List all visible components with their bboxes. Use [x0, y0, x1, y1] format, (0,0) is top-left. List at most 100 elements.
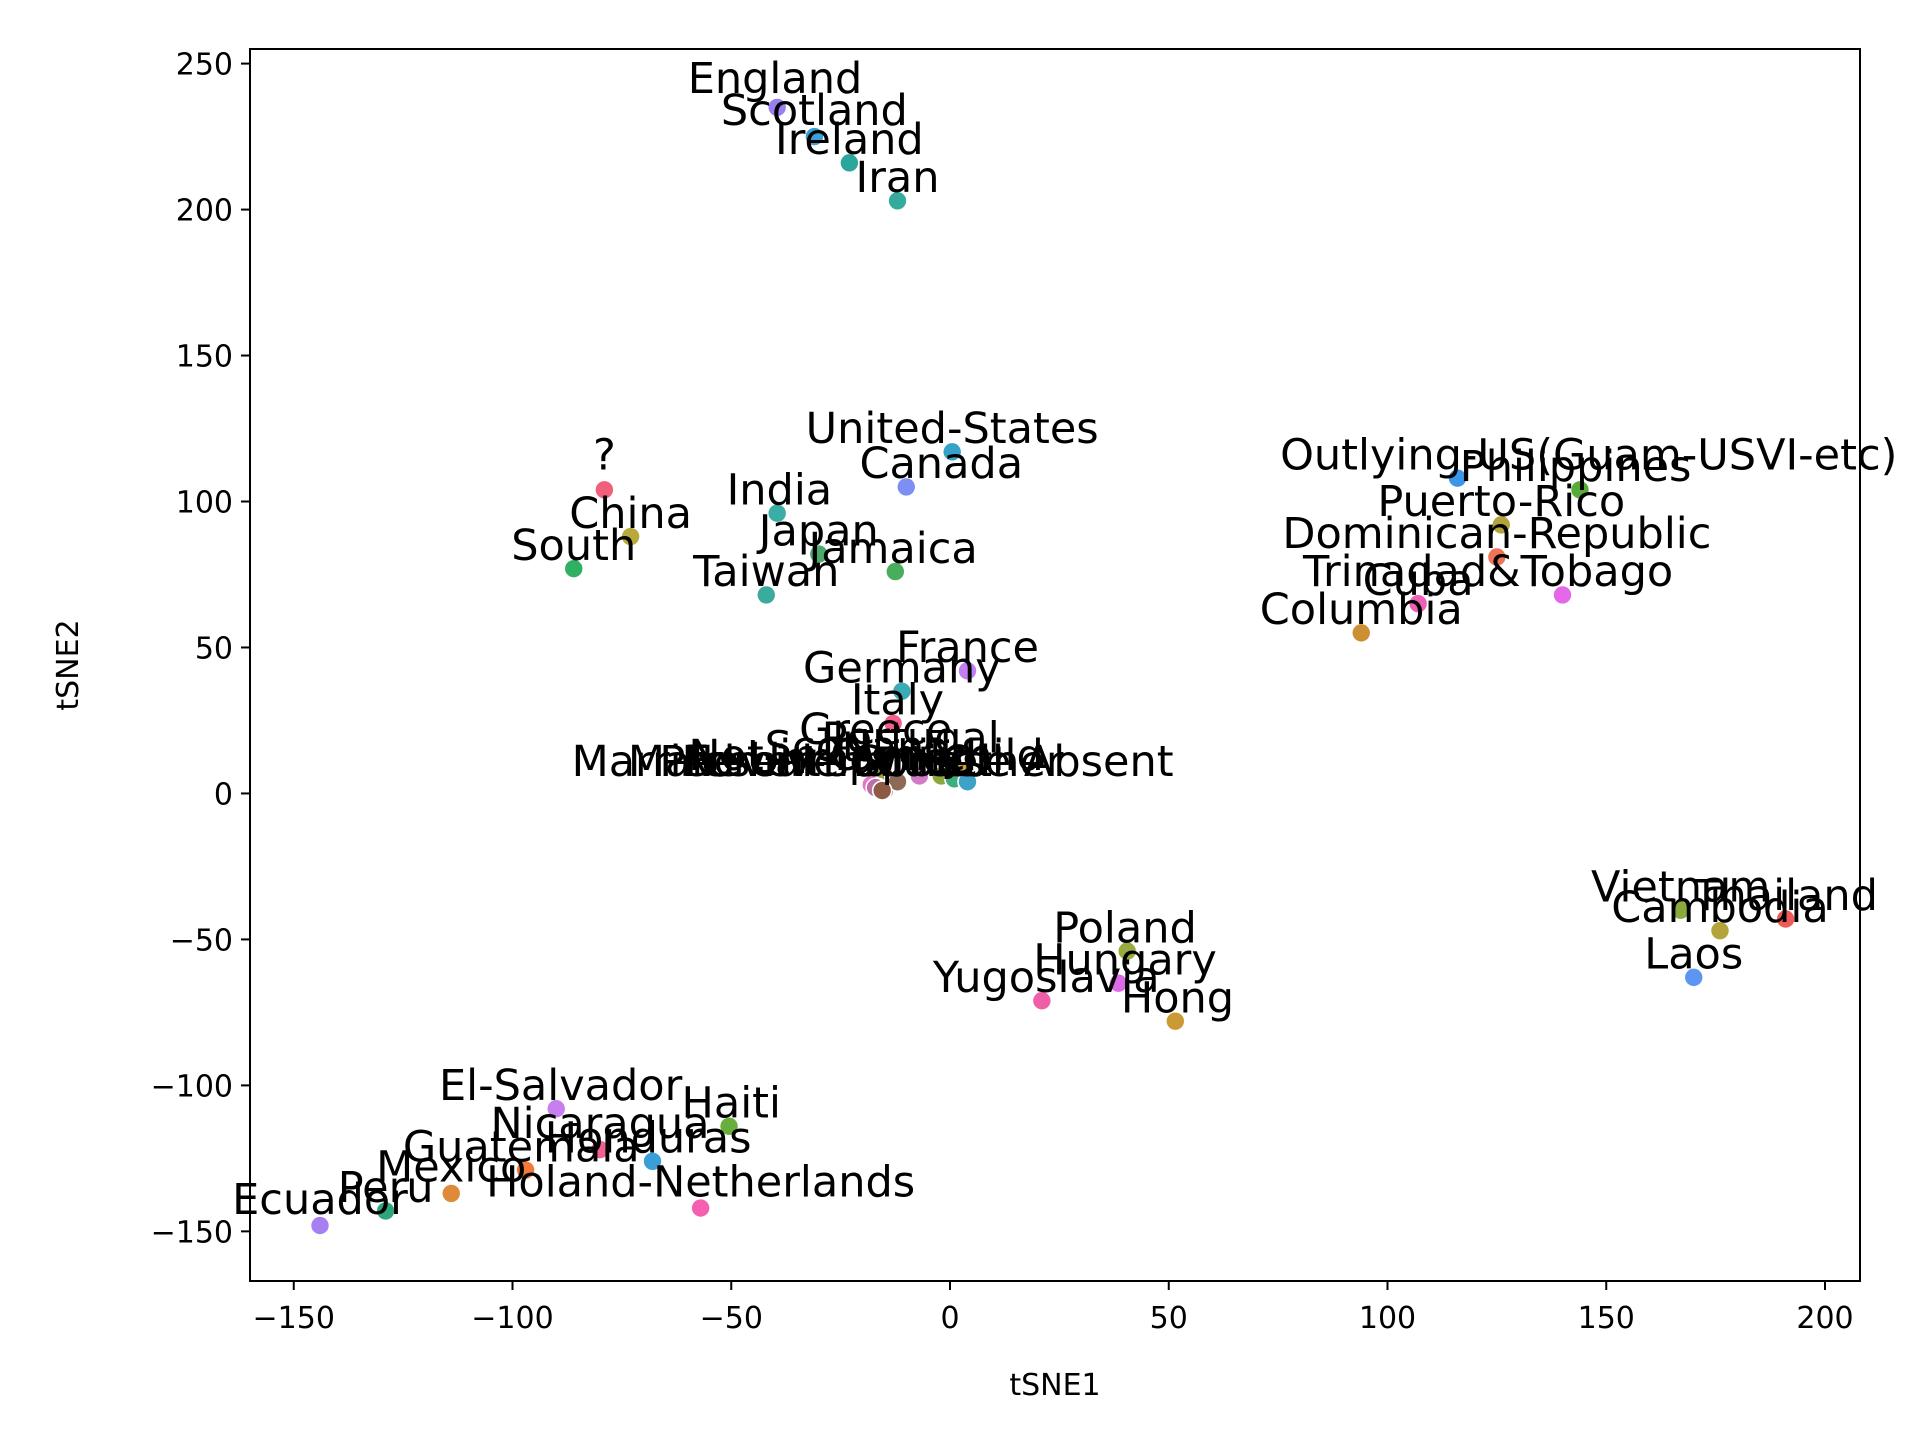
point-label: Dominican-Republic	[1282, 509, 1711, 559]
data-point	[808, 543, 830, 565]
point-label: Peru	[338, 1163, 434, 1213]
y-axis-title: tSNE2	[51, 619, 86, 710]
point-label: Philippines	[1460, 442, 1692, 492]
point-label: Nicaragua	[490, 1099, 709, 1149]
point-label: Poland	[1053, 903, 1197, 953]
x-tick-label: −150	[253, 1301, 335, 1336]
point-label: Never-married	[681, 737, 991, 787]
point-label: Hungary	[1033, 935, 1217, 985]
data-point	[895, 476, 917, 498]
data-point	[309, 1215, 331, 1236]
point-label: Thailand	[1692, 871, 1878, 921]
data-point	[515, 1159, 536, 1181]
point-label: Taiwan	[692, 547, 839, 597]
point-label: Japan	[756, 506, 879, 556]
point-label: Columbia	[1260, 585, 1463, 635]
data-point	[589, 1139, 611, 1160]
point-label: Puerto-Rico	[1377, 477, 1625, 527]
point-label: Germany	[803, 644, 1001, 694]
labels-layer: EnglandScotlandIrelandIranUnited-StatesC…	[232, 54, 1897, 1225]
point-label: Canada	[859, 439, 1023, 489]
point-label: Outlying-US(Guam-USVI-etc)	[1280, 430, 1897, 480]
y-tick-label: −50	[170, 923, 233, 958]
point-label: Ireland	[775, 115, 924, 165]
point-label: Own-child	[830, 731, 1044, 781]
data-point	[957, 660, 978, 682]
data-point	[718, 1115, 740, 1137]
point-label: Present	[659, 737, 820, 787]
data-point	[766, 502, 788, 524]
data-point	[871, 780, 893, 801]
point-label: Jamaica	[806, 524, 978, 574]
point-label: Unmarried	[749, 734, 976, 784]
point-label: Holand-Netherlands	[486, 1157, 915, 1207]
data-point	[620, 526, 641, 547]
data-point	[1683, 967, 1705, 988]
x-tick-label: 0	[940, 1301, 959, 1336]
x-tick-label: 200	[1796, 1301, 1853, 1336]
plot-frame	[249, 48, 1861, 1282]
x-tick-label: 100	[1359, 1301, 1416, 1336]
point-label: Guatemala	[403, 1122, 640, 1172]
data-point	[594, 479, 615, 501]
y-tick-label: 0	[214, 777, 233, 812]
point-label: India	[727, 465, 833, 515]
point-label: Trinadad&Tobago	[1302, 547, 1673, 597]
point-label: Married-civ-spouse	[572, 737, 979, 787]
x-tick-label: 150	[1578, 1301, 1635, 1336]
y-tick-label: 150	[176, 340, 233, 375]
x-tick-label: −50	[700, 1301, 763, 1336]
data-point	[1486, 546, 1508, 568]
data-point	[1709, 920, 1731, 941]
data-point	[882, 713, 904, 734]
point-label: Haiti	[682, 1079, 781, 1129]
data-point	[1775, 908, 1796, 930]
point-label: Iran	[856, 153, 940, 203]
data-point	[1552, 584, 1573, 606]
data-point	[1350, 622, 1372, 644]
point-label: Italy	[851, 676, 944, 726]
data-point	[1569, 479, 1591, 501]
point-label: Male	[628, 737, 730, 787]
point-label: Honduras	[545, 1114, 752, 1164]
data-point	[1670, 899, 1691, 921]
x-tick-label: −100	[471, 1301, 553, 1336]
point-label: Not-in-family	[688, 731, 966, 781]
y-tick-label: −100	[151, 1069, 233, 1104]
point-label: Hong	[1121, 973, 1234, 1023]
data-point	[1165, 1010, 1186, 1032]
data-point	[804, 126, 825, 147]
point-label: Scotland	[765, 722, 952, 772]
x-tick-label: 50	[1150, 1301, 1188, 1336]
data-point	[1108, 972, 1129, 994]
y-tick-label: 250	[176, 48, 233, 83]
data-point	[642, 1151, 663, 1172]
data-point	[563, 558, 585, 579]
data-point	[1407, 593, 1429, 614]
y-axis: −150 −100 −50 0 50 100 150 200 250	[151, 48, 250, 1250]
point-label: South	[511, 521, 636, 571]
point-label: Spouse	[854, 737, 1011, 787]
data-point	[1031, 990, 1053, 1012]
y-tick-label: −150	[151, 1215, 233, 1250]
point-label: Scotland	[721, 86, 908, 136]
point-label: United-States	[806, 404, 1099, 454]
point-label: Vietnam	[1591, 862, 1770, 912]
point-label: Yugoslavia	[932, 953, 1160, 1003]
data-point	[887, 771, 908, 793]
point-label: Absent	[1024, 737, 1174, 787]
data-point	[1447, 467, 1468, 489]
data-point	[941, 441, 963, 463]
x-axis: −150 −100 −50 0 50 100 150 200	[253, 1281, 1854, 1336]
data-point	[887, 190, 908, 212]
y-tick-label: 50	[195, 631, 233, 666]
data-point	[766, 97, 788, 118]
point-label: El-Salvador	[439, 1061, 683, 1111]
data-point	[839, 152, 860, 174]
data-point	[957, 771, 978, 793]
point-label: Female	[684, 737, 839, 787]
point-label: Cambodia	[1611, 883, 1828, 933]
point-label: Mexico	[376, 1143, 526, 1193]
data-point	[375, 1200, 396, 1222]
